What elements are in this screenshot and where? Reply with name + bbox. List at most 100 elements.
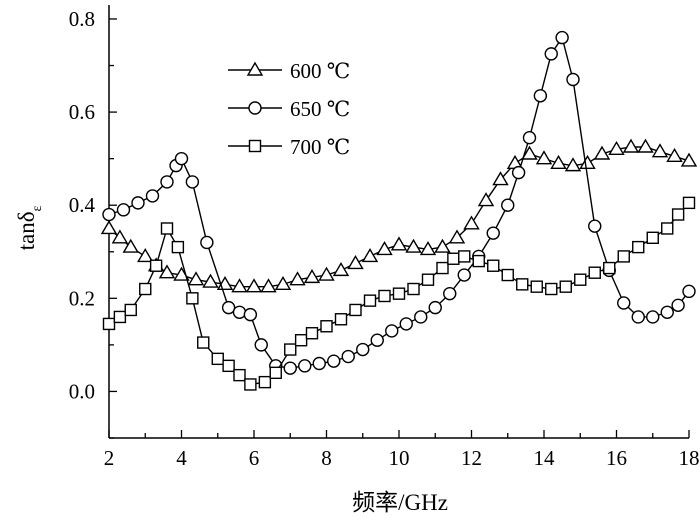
data-point-circle — [370, 333, 384, 347]
data-point-square — [124, 303, 137, 317]
data-point-square — [305, 327, 319, 340]
data-point-triangle — [477, 192, 495, 207]
data-point-triangle — [187, 271, 205, 286]
data-point-triangle — [100, 220, 118, 235]
data-point-square — [363, 294, 377, 307]
legend: 600 ℃ 650 ℃ 700 ℃ — [228, 59, 350, 159]
data-point-triangle — [274, 275, 292, 291]
data-point-circle — [174, 151, 189, 166]
data-point-square — [603, 261, 616, 275]
data-point-square — [392, 287, 406, 300]
data-point-triangle — [361, 248, 379, 263]
data-point-square — [530, 280, 543, 293]
data-point-circle — [533, 89, 548, 103]
y-axis-label-main: tanδ — [14, 211, 39, 250]
y-tick-label: 0.0 — [69, 379, 95, 403]
data-point-circle — [185, 175, 200, 189]
data-point-triangle — [666, 147, 683, 163]
data-point-square — [149, 259, 163, 272]
data-point-triangle — [303, 268, 321, 284]
data-point-circle — [221, 300, 236, 315]
x-tick-label: 4 — [176, 446, 187, 470]
data-point-square — [186, 292, 199, 305]
data-point-square — [646, 231, 659, 244]
data-point-circle — [428, 300, 442, 315]
data-point-circle — [631, 310, 645, 324]
data-point-triangle — [111, 229, 129, 244]
data-point-circle — [443, 286, 457, 301]
data-point-circle — [327, 354, 341, 368]
data-point-triangle — [245, 278, 263, 293]
data-point-square — [139, 282, 152, 296]
x-tick-label: 8 — [321, 446, 332, 470]
y-axis-label-sub: ε — [30, 205, 45, 211]
x-axis-label: 频率/GHz — [352, 490, 448, 515]
svg-text:tanδε: tanδε — [14, 205, 45, 250]
data-point-triangle — [376, 241, 393, 256]
data-point-square — [160, 222, 174, 235]
data-point-square — [171, 240, 185, 254]
data-point-circle — [102, 207, 116, 222]
data-point-square — [501, 268, 514, 282]
data-point-circle — [414, 310, 428, 324]
data-point-triangle — [579, 154, 596, 170]
data-point-triangle — [550, 154, 567, 170]
data-point-triangle — [434, 238, 451, 253]
legend-marker-circle — [248, 101, 262, 115]
data-point-square — [671, 208, 685, 221]
data-point-circle — [116, 203, 131, 217]
data-point-square — [487, 259, 500, 272]
data-point-square — [269, 366, 282, 380]
data-point-square — [258, 375, 272, 389]
data-point-square — [559, 280, 572, 293]
data-point-circle — [298, 359, 312, 373]
data-point-circle — [131, 196, 145, 210]
x-tick-label: 16 — [606, 446, 627, 470]
data-point-square — [516, 278, 529, 291]
x-tick-label: 12 — [461, 446, 482, 470]
data-point-square — [349, 303, 362, 317]
legend-item: 650 ℃ — [228, 97, 350, 121]
data-point-square — [458, 250, 471, 263]
data-point-square — [436, 261, 449, 275]
data-point-circle — [660, 305, 674, 319]
data-point-circle — [588, 219, 602, 233]
data-point-triangle — [622, 138, 640, 153]
data-point-triangle — [521, 145, 538, 160]
data-point-triangle — [332, 261, 350, 277]
data-point-circle — [522, 130, 537, 145]
series-group — [100, 30, 698, 391]
data-point-triangle — [260, 278, 277, 293]
data-point-triangle — [347, 255, 364, 270]
data-point-circle — [385, 324, 399, 338]
x-tick-label: 10 — [389, 446, 410, 470]
data-point-square — [233, 368, 246, 382]
data-point-circle — [160, 175, 174, 189]
data-point-triangle — [608, 140, 625, 156]
data-point-triangle — [158, 264, 176, 279]
y-tick-label: 0.4 — [69, 193, 96, 217]
data-point-triangle — [405, 238, 422, 253]
legend-label: 650 ℃ — [290, 97, 350, 121]
data-point-triangle — [137, 248, 154, 263]
series-line — [108, 146, 690, 288]
data-point-circle — [254, 338, 268, 352]
data-point-triangle — [231, 278, 248, 293]
data-point-circle — [511, 165, 526, 180]
data-point-square — [588, 266, 601, 279]
axes: 2 4 6 8 10 12 14 16 18 0.0 0.2 0.4 0.6 0.8 — [69, 5, 700, 470]
data-point-square — [545, 282, 558, 296]
data-point-triangle — [564, 157, 582, 172]
x-tick-label: 2 — [104, 446, 115, 470]
data-point-square — [211, 352, 224, 366]
data-point-circle — [555, 30, 569, 45]
series-line — [108, 35, 690, 369]
data-point-square — [682, 196, 696, 210]
data-point-circle — [457, 268, 471, 282]
data-point-triangle — [492, 171, 509, 186]
data-point-square — [222, 359, 235, 373]
data-point-circle — [341, 349, 355, 364]
data-point-triangle — [651, 143, 669, 158]
data-point-triangle — [289, 271, 306, 286]
data-point-square — [632, 240, 645, 254]
